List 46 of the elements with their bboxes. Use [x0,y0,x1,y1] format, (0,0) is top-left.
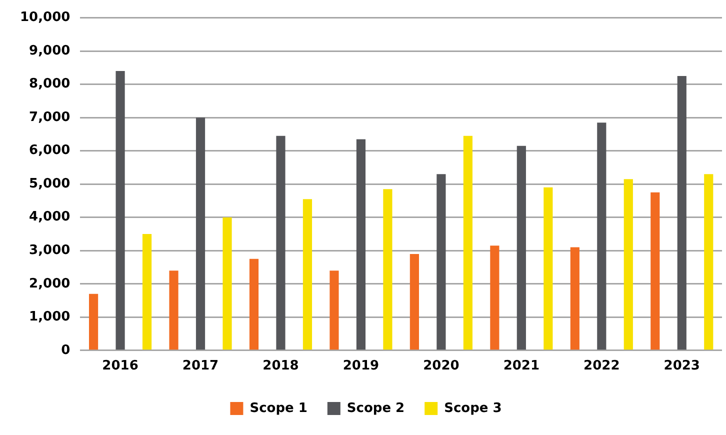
x-tick-label: 2016 [102,358,138,374]
x-tick-label: 2017 [182,358,219,374]
x-tick-label: 2020 [423,358,460,374]
y-tick-label: 1,000 [29,310,70,325]
bar [704,174,714,350]
y-tick-label: 2,000 [29,276,70,292]
bar [276,136,286,350]
x-tick-label: 2019 [342,358,380,374]
y-tick-label: 8,000 [29,76,70,92]
bar [677,76,686,350]
y-tick-label: 0 [61,342,70,358]
y-tick-label: 9,000 [29,43,70,58]
bar [490,246,500,350]
bar [116,71,125,350]
bar [410,254,419,350]
y-tick-label: 7,000 [29,110,70,125]
y-tick-label: 4,000 [29,210,70,225]
bar [650,192,660,350]
bar [169,270,178,350]
bar [463,136,472,350]
y-tick-label: 3,000 [29,242,70,258]
legend-label: Scope 1 [250,400,308,416]
bar [356,139,366,350]
bar [544,187,553,350]
bar [624,179,633,350]
bar [330,270,339,350]
y-tick-label: 10,000 [20,10,70,26]
x-tick-label: 2023 [664,358,700,374]
x-tick-label: 2018 [262,358,299,374]
x-tick-label: 2021 [503,358,540,374]
bar [249,258,259,350]
bar [570,247,580,350]
bar [383,189,392,350]
bar [436,174,446,350]
y-tick-label: 5,000 [29,176,70,192]
legend-label: Scope 3 [444,400,502,416]
bar [597,122,606,350]
legend-label: Scope 2 [346,400,405,416]
y-tick-label: 6,000 [29,143,70,158]
x-tick-label: 2022 [584,358,620,374]
bar [196,118,206,350]
bar [142,234,152,350]
bar [516,146,526,350]
bar [222,217,232,350]
bar [302,199,312,350]
bar [88,294,98,350]
